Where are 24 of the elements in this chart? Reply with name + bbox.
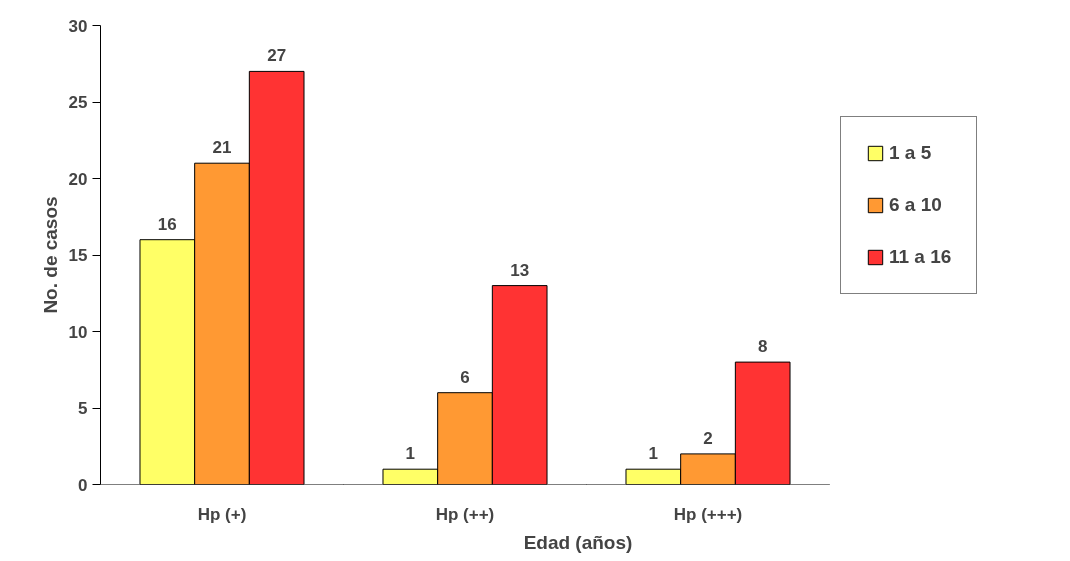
data-label: 21 bbox=[212, 138, 232, 158]
data-label: 2 bbox=[703, 428, 713, 448]
legend-label: 1 a 5 bbox=[889, 142, 932, 164]
y-tick-label: 15 bbox=[68, 246, 88, 265]
x-tick-label: Hp (+) bbox=[197, 504, 247, 524]
data-label: 13 bbox=[510, 260, 530, 280]
x-axis-title: Edad (años) bbox=[523, 531, 633, 553]
y-axis-title: No. de casos bbox=[39, 196, 61, 314]
data-label: 27 bbox=[267, 46, 287, 66]
data-label: 8 bbox=[757, 337, 768, 357]
y-tick-label: 5 bbox=[78, 399, 88, 418]
y-tick-label: 20 bbox=[68, 169, 88, 189]
y-tick-label: 25 bbox=[68, 93, 88, 112]
data-label: 1 bbox=[648, 444, 659, 464]
legend-label: 6 a 10 bbox=[889, 194, 942, 216]
x-tick-label: Hp (+++) bbox=[673, 504, 743, 524]
y-tick-label: 30 bbox=[68, 16, 88, 36]
legend-label: 11 a 16 bbox=[889, 246, 952, 268]
data-label: 16 bbox=[157, 214, 177, 234]
y-tick-label: 10 bbox=[68, 322, 88, 342]
y-tick-label: 0 bbox=[78, 475, 88, 495]
data-label: 1 bbox=[405, 444, 416, 464]
x-tick-label: Hp (++) bbox=[435, 504, 495, 524]
data-label: 6 bbox=[460, 367, 470, 387]
